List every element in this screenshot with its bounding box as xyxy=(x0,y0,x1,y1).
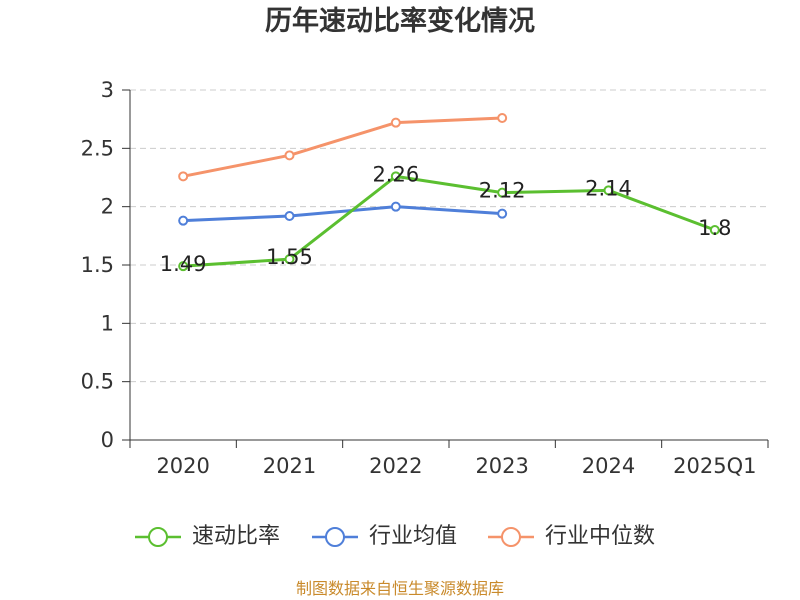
quick-ratio-point xyxy=(709,225,720,235)
industry-mean-point xyxy=(284,211,295,221)
legend-item-industry-median[interactable]: 行业中位数 xyxy=(488,523,655,551)
y-tick-label: 2 xyxy=(101,195,114,219)
quick-ratio-data-label: 1.55 xyxy=(266,245,313,269)
industry-mean-point xyxy=(497,208,508,219)
quick-ratio-series xyxy=(178,171,720,272)
x-axis: 2020 2021 2022 2023 2024 2025Q1 xyxy=(129,439,769,478)
industry-mean-series xyxy=(178,201,508,226)
legend-item-industry-mean[interactable]: 行业均值 xyxy=(312,523,457,551)
quick-ratio-point xyxy=(284,254,295,265)
quick-ratio-point xyxy=(390,171,401,182)
legend-label-industry-median: 行业中位数 xyxy=(545,524,656,549)
x-tick-label: 2022 xyxy=(369,454,422,478)
industry-median-point xyxy=(497,113,508,123)
quick-ratio-line xyxy=(181,174,717,268)
data-labels: 1.49 1.55 2.26 2.12 2.14 1.8 xyxy=(160,162,732,276)
industry-mean-line xyxy=(181,205,504,223)
grid-lines xyxy=(130,89,768,383)
quick-ratio-data-label: 1.8 xyxy=(698,216,731,240)
industry-median-point xyxy=(390,117,401,128)
y-tick-label: 1.5 xyxy=(81,253,114,277)
source-footnote: 制图数据来自恒生聚源数据库 xyxy=(295,579,504,598)
legend-label-quick-ratio: 速动比率 xyxy=(192,524,281,549)
quick-ratio-point xyxy=(178,261,189,272)
legend-icon-marker xyxy=(148,527,168,547)
legend-icon-marker xyxy=(325,527,345,547)
y-tick-label: 2.5 xyxy=(81,136,114,160)
industry-mean-point xyxy=(178,215,189,226)
industry-mean-point xyxy=(390,201,401,212)
chart-title: 历年速动比率变化情况 xyxy=(265,6,535,37)
industry-median-line xyxy=(181,116,504,178)
legend-line-circle-icon xyxy=(312,527,358,547)
industry-median-point xyxy=(284,150,295,161)
x-tick-label: 2024 xyxy=(582,454,635,478)
x-tick-label: 2025Q1 xyxy=(673,454,756,478)
quick-ratio-data-label: 2.26 xyxy=(372,162,419,186)
x-tick-label: 2020 xyxy=(156,454,209,478)
legend-label-industry-mean: 行业均值 xyxy=(369,524,458,549)
legend-icon-marker xyxy=(501,527,521,547)
y-tick-label: 0 xyxy=(101,428,114,452)
y-axis: 0 0.5 1 1.5 2 2.5 3 xyxy=(81,78,131,452)
y-tick-label: 0.5 xyxy=(81,370,114,394)
x-tick-label: 2023 xyxy=(475,454,528,478)
quick-ratio-data-label: 1.49 xyxy=(160,252,207,276)
legend-line-circle-icon xyxy=(135,527,181,547)
x-tick-label: 2021 xyxy=(263,454,316,478)
y-tick-label: 1 xyxy=(101,311,114,335)
quick-ratio-data-label: 2.12 xyxy=(479,179,526,203)
y-tick-label: 3 xyxy=(101,78,114,102)
industry-median-point xyxy=(178,171,189,182)
quick-ratio-data-label: 2.14 xyxy=(585,176,632,200)
legend-line-circle-icon xyxy=(488,527,534,547)
series-group xyxy=(178,113,720,272)
legend-item-quick-ratio[interactable]: 速动比率 xyxy=(135,523,280,551)
quick-ratio-point xyxy=(497,187,508,198)
industry-median-series xyxy=(178,113,508,182)
quick-ratio-point xyxy=(603,185,614,196)
